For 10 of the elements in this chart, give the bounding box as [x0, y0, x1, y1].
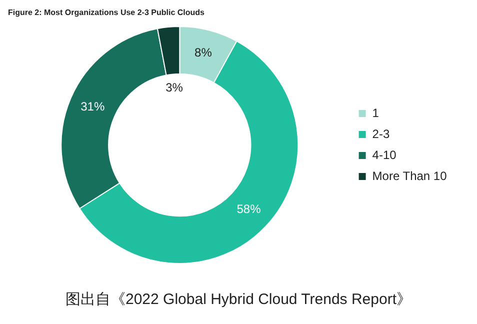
legend-label: 4-10 — [372, 148, 397, 162]
data-label: 3% — [166, 80, 184, 94]
data-label: 58% — [236, 202, 262, 216]
data-label: 8% — [194, 45, 212, 60]
legend-label: More Than 10 — [372, 168, 448, 183]
legend-label: 1 — [372, 106, 380, 120]
legend-label: 2-3 — [372, 126, 390, 141]
data-label: 31% — [80, 100, 105, 114]
chart-title: Figure 2: Most Organizations Use 2-3 Public Clouds — [8, 8, 204, 17]
text: 图出自《2022 Global Hybrid Cloud Trends Report》 — [64, 290, 412, 309]
